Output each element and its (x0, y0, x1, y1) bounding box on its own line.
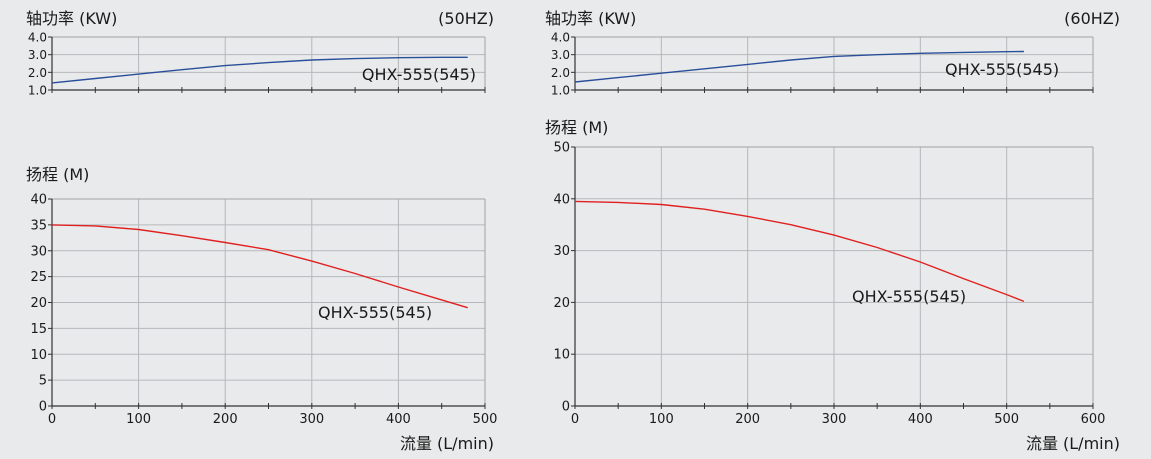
x-tick-label: 300 (822, 412, 847, 427)
frequency-label: (50HZ) (438, 9, 494, 28)
y-tick-label: 30 (30, 244, 47, 259)
y-tick-label: 2.0 (28, 66, 47, 80)
series-line (51, 224, 468, 309)
y-tick-label: 0 (39, 400, 47, 415)
charts-layer: 4.0 3.0 2.0 1.0 轴功率 (KW) (50HZ) QHX-555(545) 40… (26, 9, 1120, 453)
y-tick-label: 40 (30, 193, 47, 208)
x-tick-label: 500 (994, 412, 1019, 427)
series-label: QHX-555(545) (852, 287, 966, 306)
x-tick-label: 0 (48, 412, 56, 427)
chart-60Hz-power: 4.0 3.0 2.0 1.0 轴功率 (KW) (60HZ) QHX-555(545) (545, 9, 1120, 98)
frequency-label: (60HZ) (1064, 9, 1120, 28)
series-label: QHX-555(545) (945, 60, 1059, 79)
y-tick-label: 20 (553, 296, 570, 311)
x-tick-label: 400 (908, 412, 933, 427)
series-label: QHX-555(545) (362, 65, 476, 84)
y-tick-label: 2.0 (551, 66, 570, 80)
x-tick-label: 600 (1081, 412, 1106, 427)
y-tick-label: 3.0 (551, 48, 570, 62)
x-tick-label: 100 (649, 412, 674, 427)
y-tick-label: 40 (553, 192, 570, 207)
y-tick-label: 1.0 (28, 84, 47, 98)
y-tick-label: 10 (30, 348, 47, 363)
x-tick-label: 200 (735, 412, 760, 427)
x-axis-title: 流量 (L/min) (400, 434, 494, 453)
y-tick-label: 1.0 (551, 84, 570, 98)
x-axis-title: 流量 (L/min) (1026, 434, 1120, 453)
y-tick-label: 20 (30, 296, 47, 311)
y-tick-label: 25 (30, 270, 47, 285)
y-tick-label: 3.0 (28, 48, 47, 62)
y-tick-label: 0 (562, 400, 570, 415)
x-tick-label: 400 (386, 412, 411, 427)
x-tick-label: 100 (126, 412, 151, 427)
series-label: QHX-555(545) (318, 303, 432, 322)
x-tick-label: 300 (299, 412, 324, 427)
y-tick-label: 4.0 (551, 31, 570, 45)
x-tick-label: 500 (473, 412, 498, 427)
y-tick-label: 35 (30, 218, 47, 233)
y-tick-label: 15 (30, 322, 47, 337)
y-tick-label: 50 (553, 141, 570, 156)
chart-title: 轴功率 (KW) (545, 9, 636, 28)
y-tick-label: 30 (553, 244, 570, 259)
y-tick-label: 10 (553, 348, 570, 363)
x-tick-label: 200 (213, 412, 238, 427)
series-line (574, 200, 1025, 303)
y-tick-label: 5 (39, 374, 47, 389)
chart-title: 轴功率 (KW) (26, 9, 117, 28)
x-tick-label: 0 (571, 412, 579, 427)
chart-title: 扬程 (M) (545, 118, 608, 137)
series-line (51, 56, 468, 84)
chart-50Hz-power: 4.0 3.0 2.0 1.0 轴功率 (KW) (50HZ) QHX-555(545) (26, 9, 494, 98)
series-line (574, 50, 1024, 83)
chart-title: 扬程 (M) (26, 165, 89, 184)
y-tick-label: 4.0 (28, 31, 47, 45)
